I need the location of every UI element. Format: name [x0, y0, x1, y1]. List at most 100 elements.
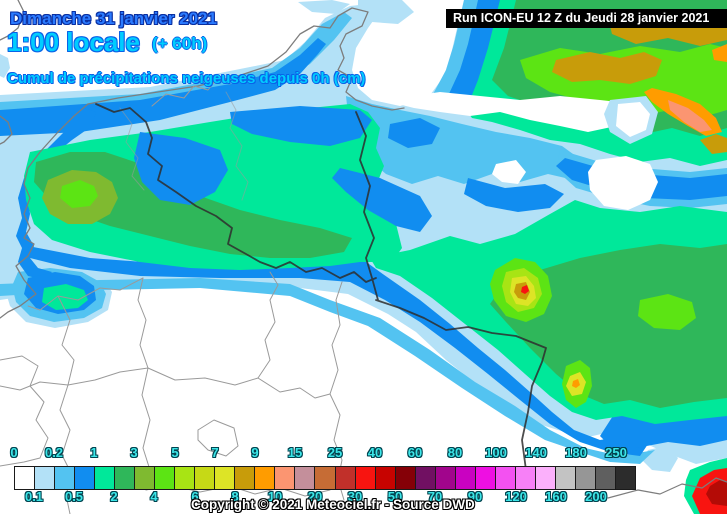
field-blue-patches-shape — [134, 132, 228, 205]
legend-cell — [335, 467, 356, 489]
legend-label: 120 — [505, 489, 527, 504]
national-borders-shape — [375, 299, 547, 498]
coastline-shape — [0, 103, 89, 319]
dry-gap-white-shape — [398, 92, 656, 132]
legend-cell — [215, 467, 236, 489]
legend-label: 5 — [171, 445, 179, 460]
date-label: Dimanche 31 janvier 2021 — [10, 9, 217, 28]
run-info-label: Run ICON-EU 12 Z du Jeudi 28 janvier 202… — [453, 11, 710, 25]
legend-label: 160 — [545, 489, 567, 504]
legend-label: 1 — [90, 445, 98, 460]
field-lightblue-shape — [298, 0, 350, 14]
coastline — [0, 0, 405, 319]
legend: 0 0.2 1 3 5 7 9 15 25 40 60 80 100 140 180 250 0.1 0.5 2 4… — [0, 443, 727, 514]
local-time-label: 1:00 locale — [7, 27, 140, 57]
field-green-bright-shape — [60, 180, 98, 208]
legend-cell — [235, 467, 256, 489]
field-green-sea-shape — [34, 152, 352, 258]
department-borders-shape — [257, 377, 331, 399]
legend-cell — [435, 467, 456, 489]
legend-label: 80 — [447, 445, 463, 460]
coastline-shape — [0, 0, 25, 41]
legend-label: 0.1 — [24, 489, 44, 504]
department-borders-shape — [137, 277, 149, 396]
legend-cell — [55, 467, 76, 489]
legend-cell — [15, 467, 36, 489]
swiss-border — [607, 477, 727, 499]
legend-cell — [95, 467, 116, 489]
legend-label: 3 — [130, 445, 138, 460]
legend-label: 70 — [427, 489, 443, 504]
department-borders-shape — [119, 107, 145, 191]
field-green-bright-shape — [638, 294, 696, 330]
legend-label: 30 — [347, 489, 363, 504]
legend-label: 0.2 — [44, 445, 64, 460]
legend-cell — [355, 467, 376, 489]
department-borders-shape — [147, 367, 259, 386]
coastline-shape — [87, 7, 405, 111]
legend-cell — [515, 467, 536, 489]
department-borders-shape — [57, 295, 75, 386]
department-borders-shape — [27, 277, 144, 311]
field-mustard-shape — [700, 134, 727, 154]
field-orange-shape — [572, 379, 580, 388]
legend-cell — [255, 467, 276, 489]
legend-cell — [295, 467, 316, 489]
legend-cell — [75, 467, 96, 489]
forecast-offset-label: (+ 60h) — [152, 34, 208, 53]
legend-label: 0 — [10, 445, 18, 460]
field-mustard-shape — [552, 52, 662, 84]
national-borders — [95, 103, 547, 498]
field-salmon — [668, 100, 712, 132]
legend-cell — [115, 467, 136, 489]
legend-label: 15 — [287, 445, 303, 460]
department-borders-shape — [197, 419, 239, 457]
legend-cell — [575, 467, 596, 489]
coastline-shape — [0, 115, 13, 145]
department-borders-shape — [151, 79, 231, 107]
legend-cell — [35, 467, 56, 489]
legend-cell — [155, 467, 176, 489]
field-cyan-shape — [0, 12, 352, 114]
legend-cell — [495, 467, 516, 489]
department-borders-shape — [0, 355, 49, 467]
legend-top-labels: 0 0.2 1 3 5 7 9 15 25 40 60 80 100 140 180 250 — [0, 445, 727, 461]
legend-label: 0.5 — [64, 489, 84, 504]
legend-cell — [555, 467, 576, 489]
legend-label: 7 — [211, 445, 219, 460]
legend-label: 250 — [605, 445, 627, 460]
legend-label: 60 — [407, 445, 423, 460]
dry-gap-white-shape — [588, 156, 658, 210]
field-blue-patches-shape — [332, 168, 432, 232]
field-blue-patches-shape — [230, 106, 372, 146]
department-borders-shape — [329, 281, 343, 395]
field-blue-shape — [28, 246, 648, 456]
field-red-shape — [521, 285, 529, 294]
national-borders-shape — [95, 103, 377, 283]
legend-cell — [395, 467, 416, 489]
field-salmon-shape — [668, 100, 712, 132]
legend-cell — [375, 467, 396, 489]
field-lightblue-shape — [358, 0, 414, 24]
legend-cell — [195, 467, 216, 489]
field-lightblue-shape — [0, 54, 10, 78]
department-borders-shape — [257, 271, 279, 379]
legend-label: 9 — [251, 445, 259, 460]
run-info-box: Run ICON-EU 12 Z du Jeudi 28 janvier 202… — [446, 9, 727, 28]
legend-cell — [315, 467, 336, 489]
legend-cell — [415, 467, 436, 489]
legend-label: 100 — [485, 445, 507, 460]
legend-bottom-labels: 0.1 0.5 2 4 6 8 10 20 30 50 70 90 120 160 200 — [0, 489, 727, 505]
legend-label: 4 — [150, 489, 158, 504]
field-blue-patches-shape — [464, 178, 564, 212]
field-blue-patches-shape — [388, 118, 440, 148]
copyright-label: Copyright © 2021 Meteociel.fr - Source D… — [191, 497, 475, 512]
legend-cell — [595, 467, 616, 489]
department-borders-shape — [225, 91, 249, 201]
legend-cell — [275, 467, 296, 489]
legend-cell — [615, 467, 635, 489]
legend-cell — [535, 467, 556, 489]
legend-label: 90 — [467, 489, 483, 504]
legend-cell — [475, 467, 496, 489]
legend-cell — [135, 467, 156, 489]
